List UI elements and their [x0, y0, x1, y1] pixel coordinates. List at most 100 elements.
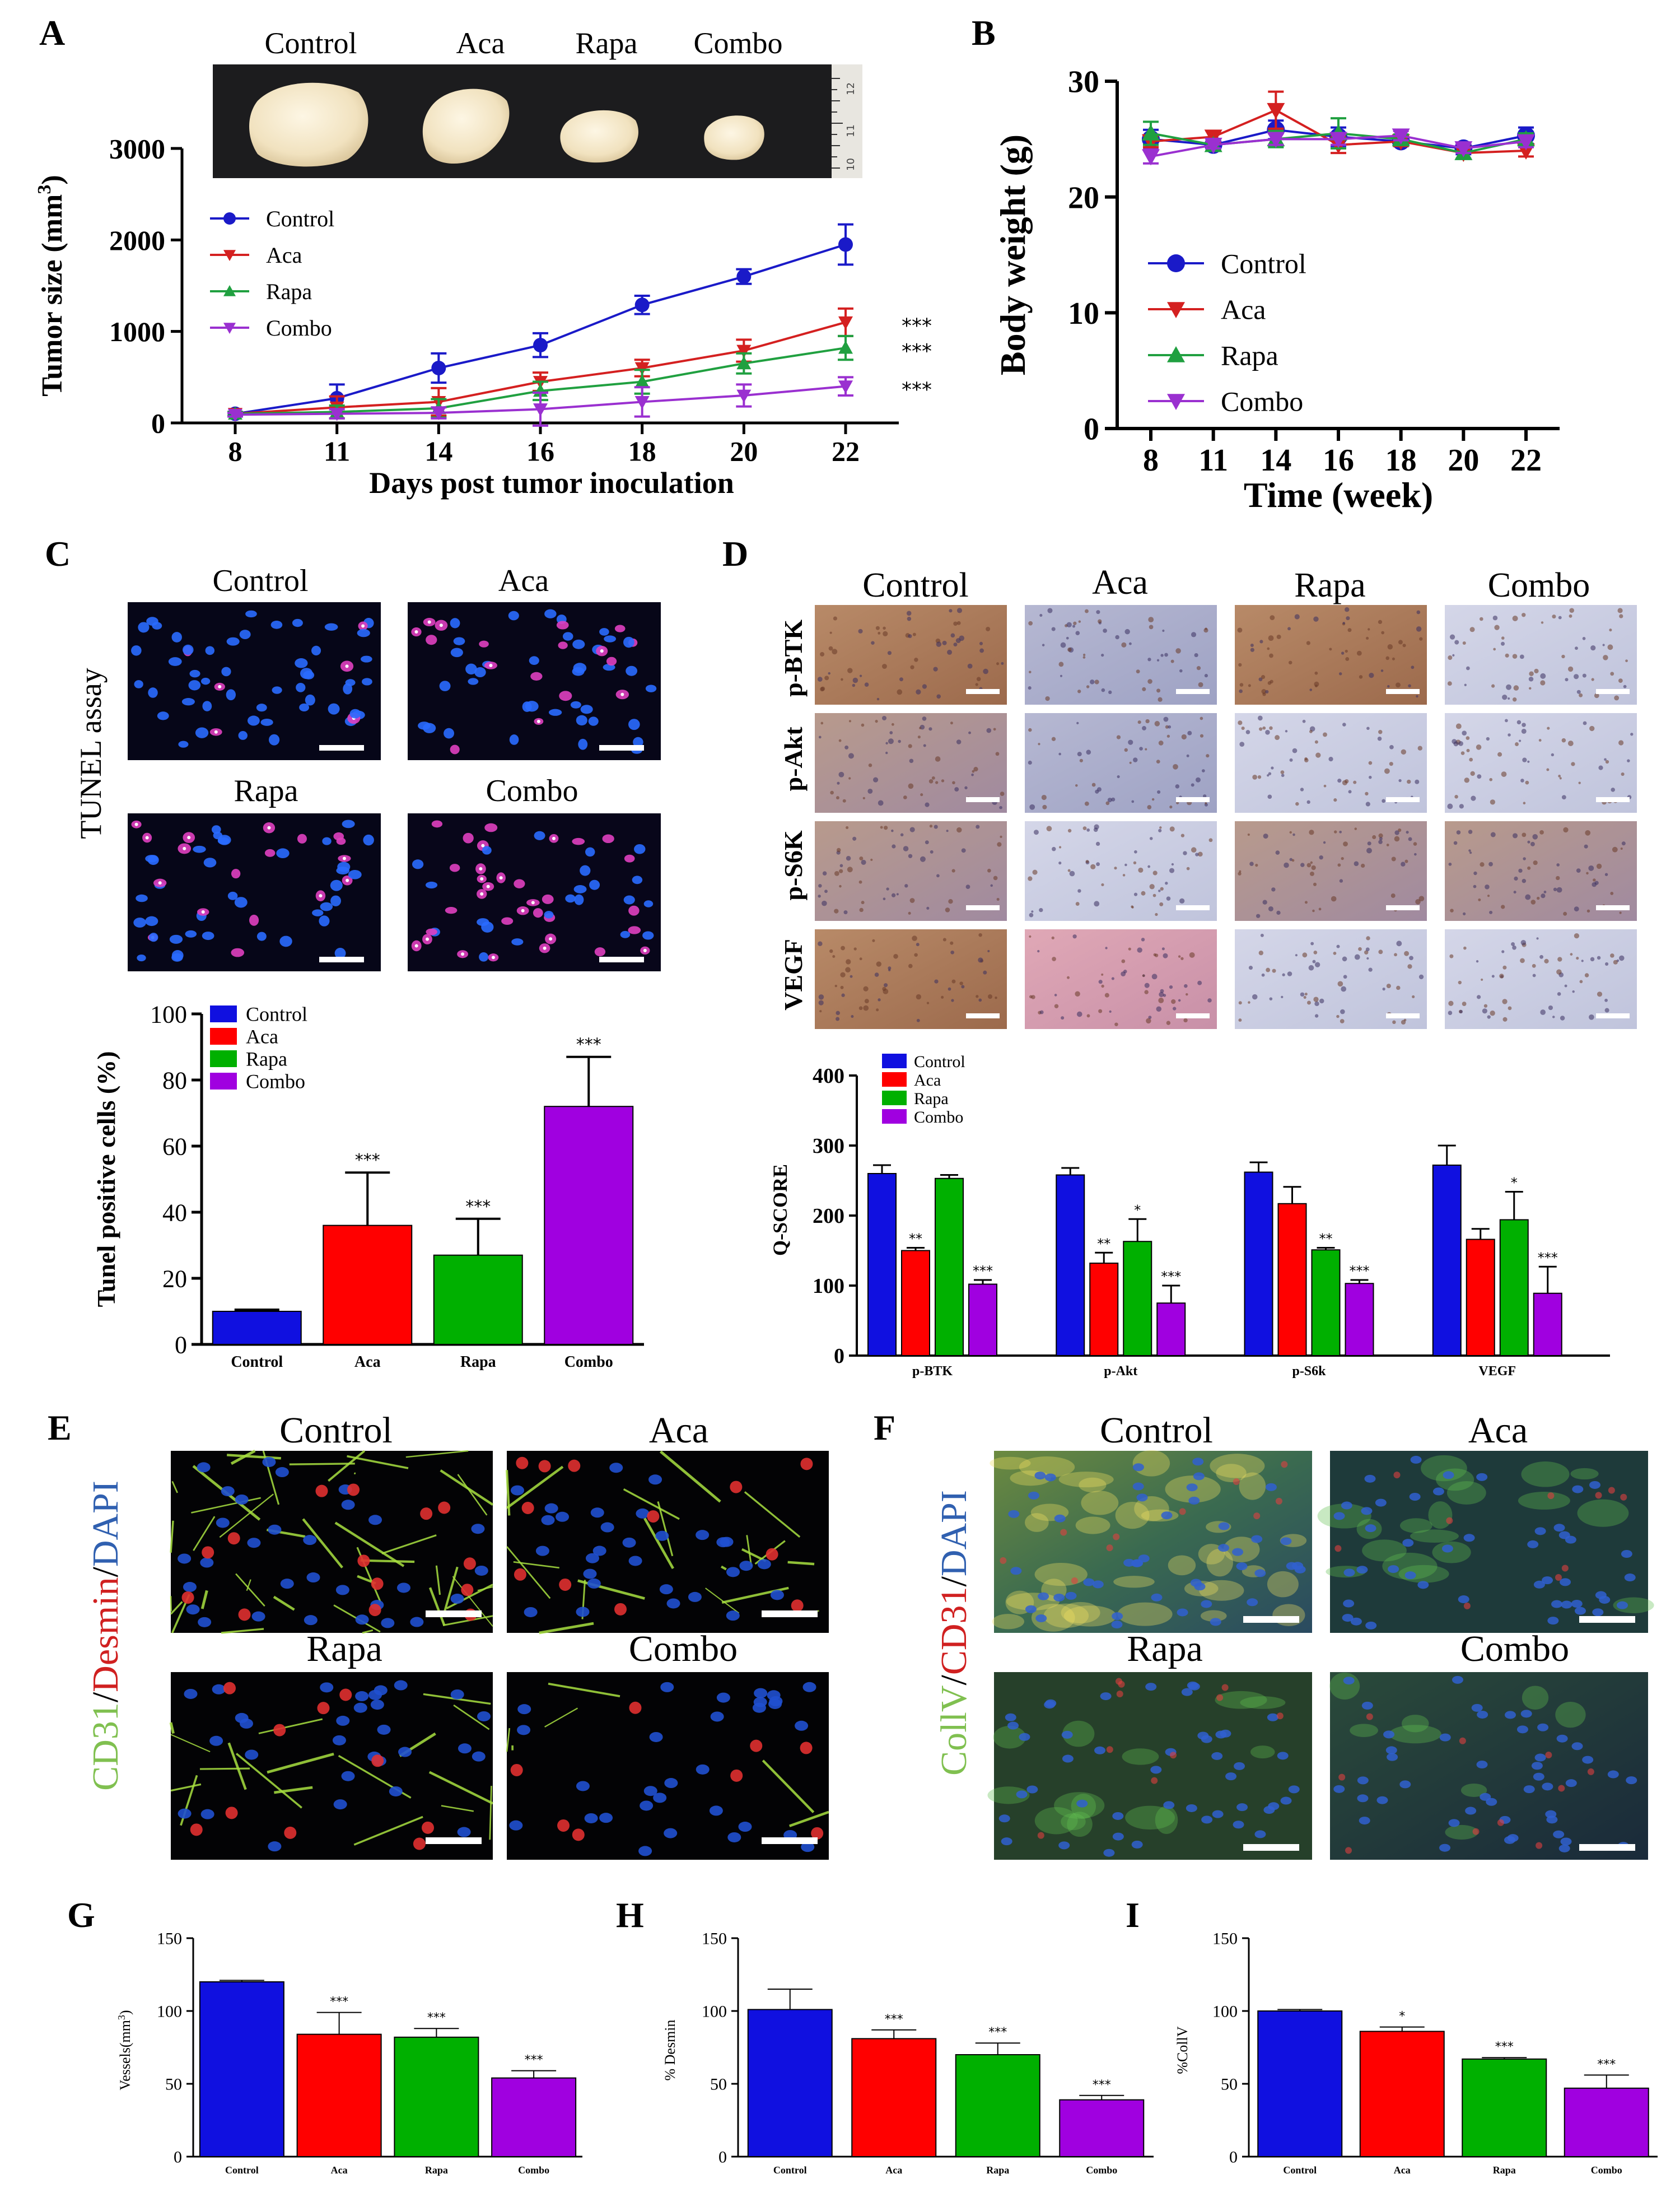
dapi-nucleus	[1439, 1733, 1451, 1742]
nucleus	[330, 879, 343, 891]
vessel-fiber	[353, 1472, 356, 1475]
dapi-nucleus	[221, 1486, 235, 1497]
dapi-nucleus	[1094, 1746, 1106, 1754]
cell-speckle	[1574, 674, 1579, 679]
cell-speckle	[907, 617, 912, 621]
legend-label-combo: Combo	[1221, 386, 1303, 417]
dapi-nucleus	[304, 1615, 318, 1626]
chart-g-y-label-end: )	[117, 2010, 133, 2015]
dapi-nucleus	[1527, 1540, 1539, 1548]
cell-speckle	[1341, 651, 1345, 655]
dapi-nucleus	[389, 1786, 403, 1796]
panel-f-fluorescence: Control Aca Rapa Combo CollV/CD31/DAPI	[934, 1410, 1654, 1860]
vessel-fiber	[744, 1491, 801, 1538]
dapi-nucleus	[1542, 1782, 1553, 1791]
significance-combo: ***	[576, 1035, 601, 1055]
cell-speckle	[1205, 802, 1207, 804]
dapi-nucleus	[1441, 1544, 1453, 1553]
legend-marker-aca	[1167, 302, 1185, 318]
panel-d-ihc: Control Aca Rapa Combo p-BTK p-Akt p-S6K…	[779, 564, 1637, 1029]
chart-h-y-label: % Desmin	[662, 2019, 678, 2080]
cell-speckle	[818, 941, 823, 946]
cell-speckle	[1402, 644, 1406, 648]
dapi-nucleus	[262, 1456, 276, 1467]
ihc-ps6k-aca	[1025, 821, 1217, 921]
vessel-fiber	[334, 1521, 405, 1567]
cell-speckle	[1042, 644, 1045, 646]
vessel-fiber	[659, 1450, 721, 1503]
cell-speckle	[1163, 994, 1166, 997]
cell-speckle	[1333, 798, 1337, 802]
cell-speckle	[822, 900, 827, 906]
cell-speckle	[1281, 774, 1285, 778]
cell-speckle	[1086, 1014, 1090, 1018]
cell-speckle	[926, 906, 930, 910]
cell-speckle	[1116, 735, 1121, 739]
nucleus	[548, 709, 562, 716]
cell-speckle	[1532, 963, 1536, 968]
cell-speckle	[1289, 831, 1292, 834]
cell-speckle	[1077, 752, 1082, 757]
x-tick-label-control: Control	[231, 1353, 283, 1371]
dapi-nucleus	[649, 1731, 663, 1742]
nucleus-highlight	[620, 692, 624, 696]
cd31-signal	[1060, 1529, 1067, 1536]
cell-speckle	[1258, 950, 1264, 956]
cell-speckle	[1539, 830, 1544, 835]
cell-speckle	[1281, 995, 1284, 998]
cell-speckle	[1156, 1006, 1162, 1012]
cell-speckle	[1512, 616, 1518, 622]
cell-speckle	[1287, 627, 1291, 631]
cell-speckle	[1619, 911, 1622, 914]
cell-speckle	[1139, 747, 1143, 751]
cell-speckle	[1105, 947, 1108, 949]
nucleus-highlight	[414, 944, 418, 948]
cell-speckle	[1348, 790, 1352, 794]
tunel-side-label: TUNEL assay	[74, 668, 108, 839]
collv-signal	[1518, 1492, 1570, 1510]
cell-speckle	[1151, 798, 1155, 801]
x-tick-label-20: 20	[730, 436, 758, 467]
nucleus	[573, 885, 587, 893]
cell-speckle	[861, 901, 865, 905]
dapi-nucleus	[638, 1846, 652, 1856]
cell-speckle	[909, 758, 914, 764]
x-tick-label-aca: Aca	[354, 1353, 381, 1371]
dapi-nucleus	[477, 1711, 491, 1721]
cell-speckle	[896, 893, 899, 896]
significance-rapa: ***	[1495, 2040, 1514, 2054]
cell-speckle	[1522, 723, 1526, 727]
dapi-nucleus	[368, 1515, 382, 1525]
cell-speckle	[1252, 994, 1258, 1000]
nucleus-highlight	[414, 630, 418, 634]
dapi-nucleus	[1458, 1595, 1469, 1604]
significance-rapa: ***	[988, 2026, 1007, 2040]
chart-a-y-label-end: )	[36, 175, 68, 184]
panel-letter-d: D	[722, 534, 748, 574]
dapi-nucleus	[1537, 1723, 1549, 1731]
nucleus	[562, 632, 573, 641]
y-tick-label-100: 100	[1212, 2003, 1238, 2021]
cell-speckle	[935, 756, 941, 762]
cell-speckle	[1508, 697, 1510, 700]
y-tick-label-150: 150	[157, 1930, 182, 1948]
nucleus	[463, 832, 474, 844]
nucleus	[425, 881, 438, 889]
cell-speckle	[853, 947, 857, 951]
significance-aca: ***	[902, 314, 932, 337]
dapi-nucleus	[767, 1690, 781, 1701]
cell-speckle	[1576, 957, 1579, 960]
dapi-nucleus	[1364, 1474, 1376, 1483]
nucleus	[604, 635, 617, 643]
ruler-mark-12: 12	[845, 82, 857, 95]
ruler-ticks	[832, 78, 843, 169]
cell-speckle	[876, 961, 881, 967]
dapi-nucleus	[1294, 1565, 1306, 1574]
cell-speckle	[987, 868, 991, 873]
cell-speckle	[874, 972, 879, 977]
data-point-rapa-8	[1142, 124, 1160, 141]
nucleus	[511, 938, 524, 946]
cell-speckle	[841, 946, 845, 951]
cell-speckle	[1046, 826, 1052, 832]
